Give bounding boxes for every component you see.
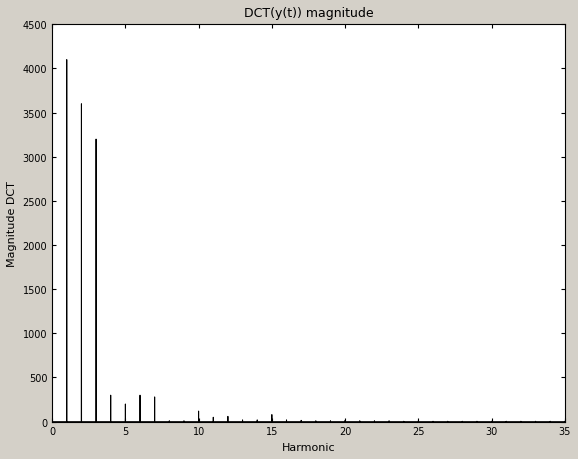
Title: DCT(y(t)) magnitude: DCT(y(t)) magnitude xyxy=(244,7,373,20)
X-axis label: Harmonic: Harmonic xyxy=(281,442,335,452)
Y-axis label: Magnitude DCT: Magnitude DCT xyxy=(7,181,17,266)
